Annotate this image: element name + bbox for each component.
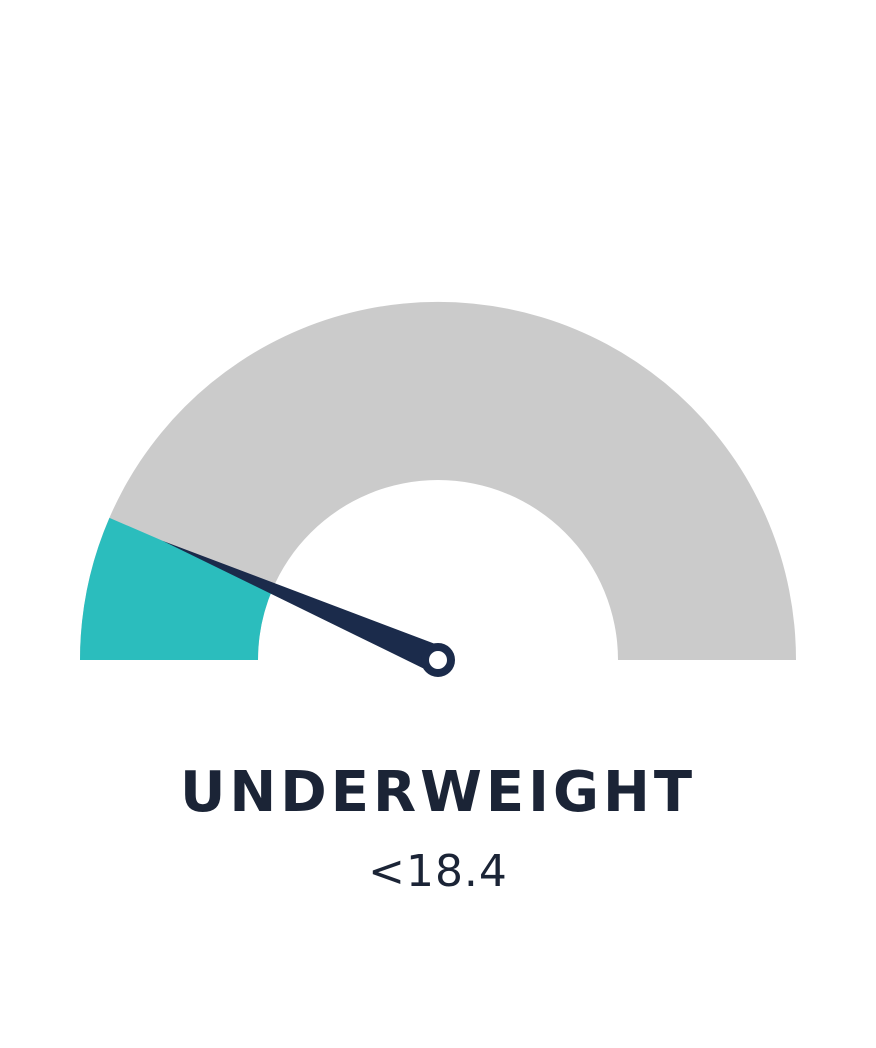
gauge-needle-hub (421, 643, 455, 677)
bmi-range-label: <18.4 (368, 846, 508, 897)
gauge-fill-segment (80, 517, 273, 660)
gauge-track (79, 301, 796, 660)
gauge-needle (162, 540, 444, 673)
bmi-category-label: UNDERWEIGHT (179, 760, 697, 825)
